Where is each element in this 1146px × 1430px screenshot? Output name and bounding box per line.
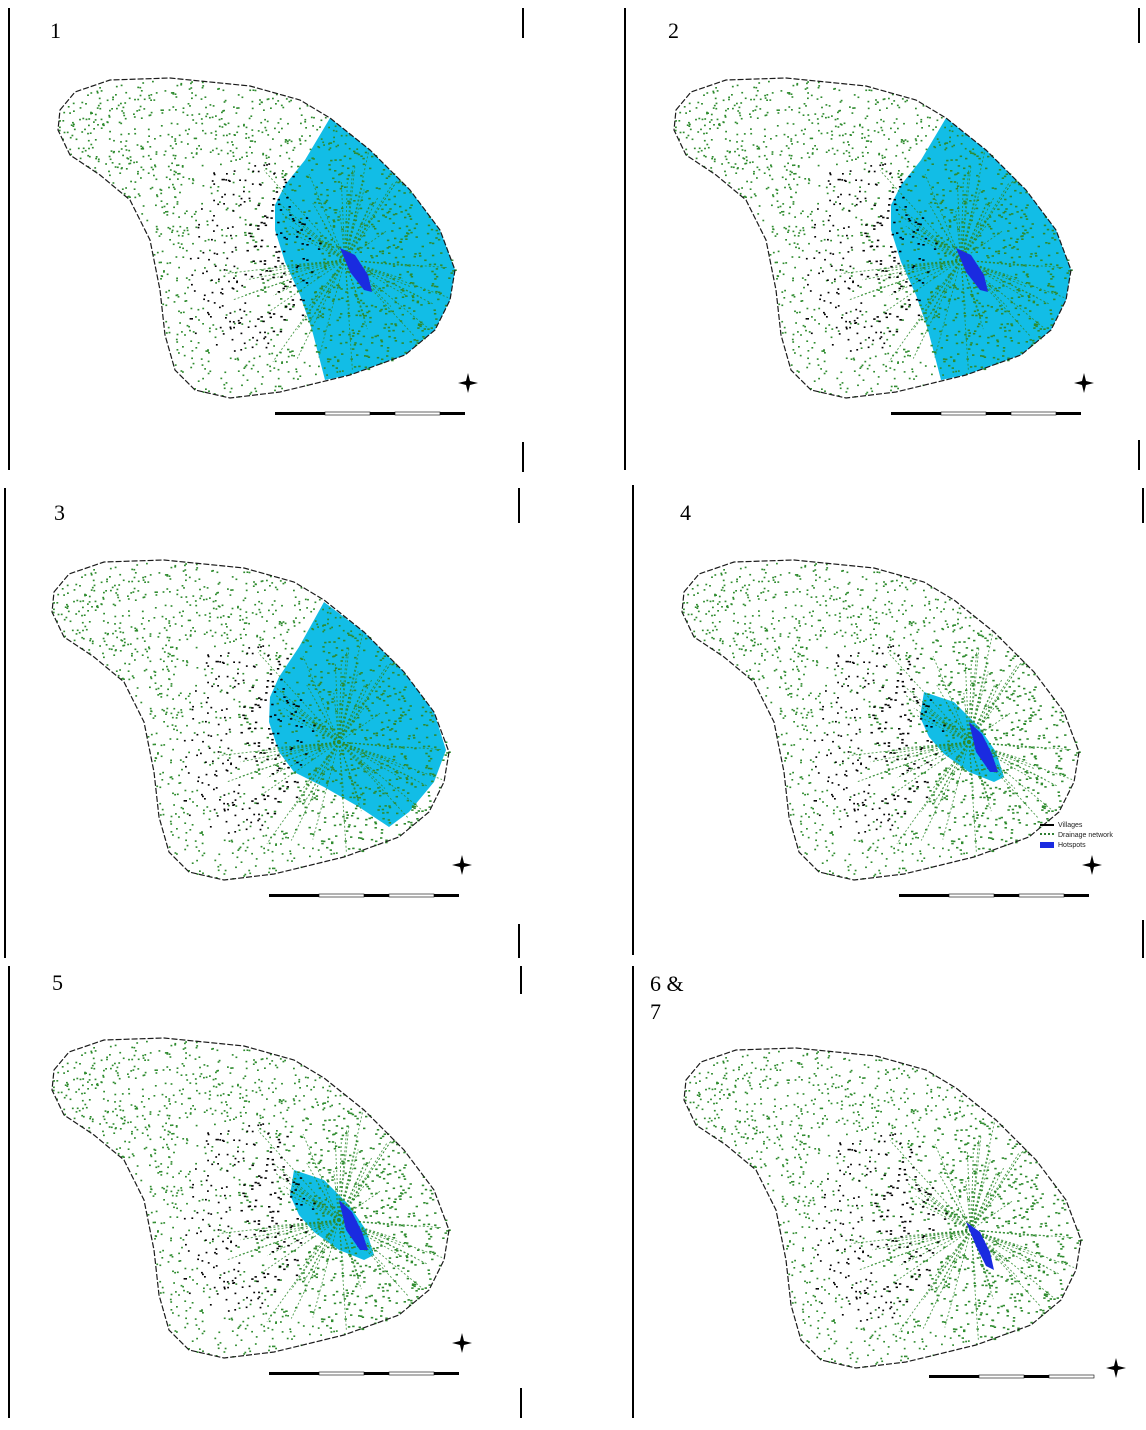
legend-label: Drainage network	[1058, 831, 1113, 839]
island-area	[682, 560, 1079, 880]
map-panel-5: 5	[0, 960, 514, 1430]
separator	[520, 1388, 522, 1418]
separator	[8, 8, 10, 470]
separator	[1138, 440, 1140, 470]
separator	[518, 924, 520, 958]
separator	[4, 488, 6, 958]
separator	[522, 442, 524, 472]
village-points	[183, 1123, 316, 1312]
panel-number: 5	[52, 970, 63, 995]
north-arrow-icon	[1082, 855, 1102, 875]
drainage-network	[52, 562, 451, 880]
scale-bar	[269, 893, 459, 898]
scale-bar	[269, 1371, 459, 1376]
hotspot-core	[339, 1200, 368, 1250]
legend-label: Hotspots	[1058, 841, 1086, 849]
map-layers	[683, 1047, 1126, 1379]
village-points	[183, 645, 316, 834]
separator	[522, 8, 524, 38]
separator	[632, 485, 634, 955]
island-map	[683, 1047, 1126, 1379]
separator	[8, 966, 10, 1418]
map-panel-1: 1	[0, 0, 520, 470]
island-map	[681, 559, 1102, 898]
island-area	[684, 1048, 1081, 1368]
hotspot-core	[340, 248, 372, 292]
legend-entry: Drainage network	[1040, 830, 1144, 840]
separator	[1142, 488, 1144, 523]
drainage-network	[684, 1050, 1083, 1368]
panel-number: 2	[668, 18, 679, 43]
map-panel-6-7: 6 & 7	[626, 960, 1146, 1420]
panel-number: 4	[680, 500, 691, 525]
map-panel-4: 4	[624, 482, 1144, 952]
legend-entry: Villages	[1040, 820, 1144, 830]
north-arrow-icon	[1074, 373, 1094, 393]
north-arrow-icon	[458, 373, 478, 393]
separator	[632, 966, 634, 1418]
legend-label: Villages	[1058, 821, 1083, 829]
scale-bar	[929, 1374, 1095, 1379]
scale-bar	[891, 411, 1081, 416]
panel-number: 3	[54, 500, 65, 525]
map-panel-2: 2	[616, 0, 1136, 470]
hotspot-core	[969, 722, 998, 772]
scale-bar	[899, 893, 1089, 898]
village-points	[189, 163, 322, 352]
map-layers	[673, 77, 1094, 416]
map-layers	[51, 559, 472, 898]
panel-number: 6 & 7	[650, 971, 684, 1024]
north-arrow-icon	[1106, 1358, 1126, 1378]
catchment-zone	[891, 118, 1071, 380]
map-legend: Villages Drainage network Hotspots	[1040, 820, 1144, 850]
separator	[518, 488, 520, 523]
island-area	[52, 1038, 449, 1358]
island-map	[57, 77, 478, 416]
map-panel-3: 3	[0, 482, 514, 952]
village-points	[813, 645, 946, 834]
coastline	[681, 559, 1080, 881]
map-layers	[681, 559, 1102, 898]
coastline	[673, 77, 1072, 399]
drainage-network	[52, 1040, 451, 1358]
island-map	[51, 559, 472, 898]
legend-swatch	[1040, 824, 1054, 826]
hotspot-core	[966, 1222, 994, 1270]
separator	[624, 8, 626, 470]
separator	[1138, 8, 1140, 43]
coastline	[51, 559, 450, 881]
north-arrow-icon	[452, 855, 472, 875]
coastline	[683, 1047, 1082, 1369]
island-map	[51, 1037, 472, 1376]
panel-number: 1	[50, 18, 61, 43]
legend-swatch	[1040, 842, 1054, 848]
map-layers	[51, 1037, 472, 1376]
catchment-zone	[275, 118, 455, 380]
scale-bar	[275, 411, 465, 416]
legend-entry: Hotspots	[1040, 840, 1144, 850]
legend-swatch	[1040, 833, 1054, 837]
village-points	[805, 163, 938, 352]
north-arrow-icon	[452, 1333, 472, 1353]
separator	[1142, 920, 1144, 958]
hotspot-core	[956, 248, 988, 292]
coastline	[57, 77, 456, 399]
village-points	[815, 1133, 948, 1322]
map-layers	[57, 77, 478, 416]
separator	[520, 966, 522, 994]
coastline	[51, 1037, 450, 1359]
island-map	[673, 77, 1094, 416]
